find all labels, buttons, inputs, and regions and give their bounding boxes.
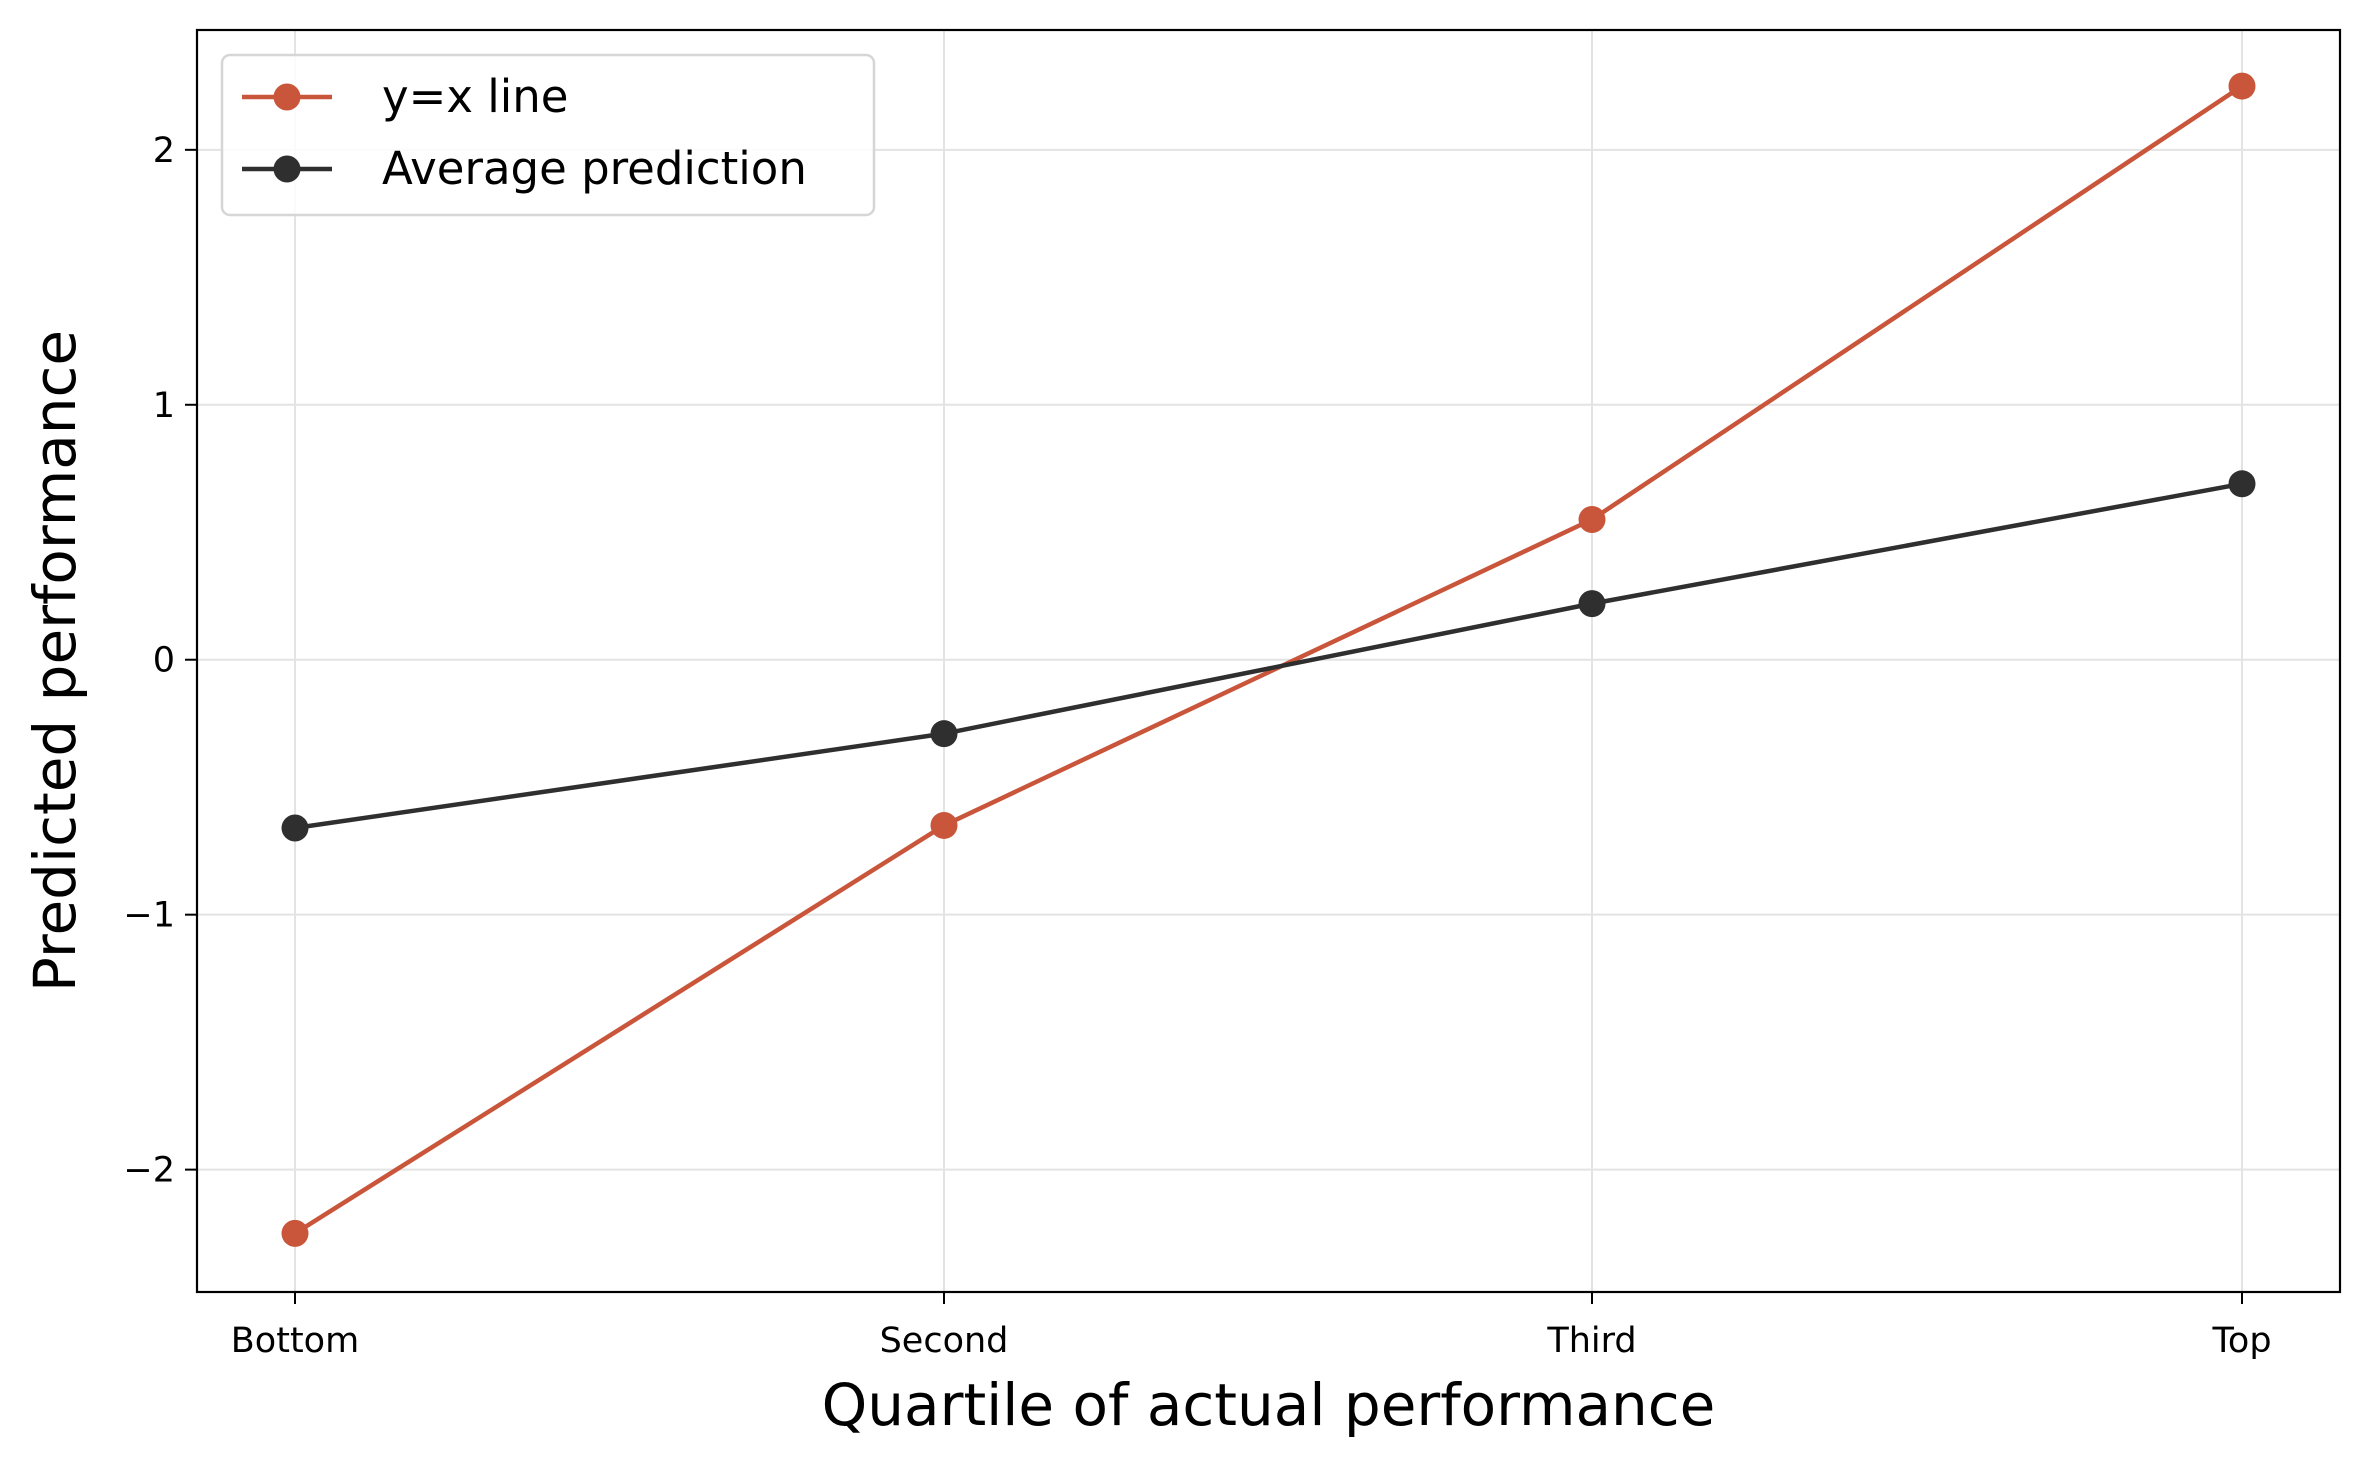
legend: y=x line Average prediction [220,53,876,217]
series-1-point [1578,590,1606,618]
y-tick-label: −1 [123,896,175,936]
x-tick-label: Third [1546,1321,1636,1361]
series-line-0 [293,84,2244,1236]
series-0-point [281,1219,309,1247]
legend-marker-0 [273,83,301,111]
y-tick-label: −2 [123,1151,175,1191]
y-tick-label: 0 [153,641,175,681]
x-tick-label: Top [2211,1321,2271,1361]
legend-box [220,53,876,217]
series-0-point [1578,506,1606,534]
axis-ticks: Bottom Second Third Top −2 −1 0 1 2 [123,131,2271,1361]
series-0-point [2228,72,2256,100]
legend-label-0: y=x line [382,70,568,123]
series-1-point [930,720,958,748]
legend-label-1: Average prediction [382,142,807,195]
plot-frame [195,28,2342,1294]
x-tick-label: Bottom [231,1321,359,1361]
grid-lines [197,30,2340,1292]
legend-marker-1 [273,155,301,183]
series-line-1 [294,481,2243,831]
series-1-point [281,814,309,842]
series-layer [281,72,2256,1247]
series-1-point [2228,470,2256,498]
x-axis-label: Quartile of actual performance [822,1371,1716,1439]
x-tick-label: Second [880,1321,1009,1361]
series-0-point [930,811,958,839]
y-tick-label: 1 [153,386,175,426]
y-tick-label: 2 [153,131,175,171]
y-axis-label: Predicted performance [21,330,89,992]
